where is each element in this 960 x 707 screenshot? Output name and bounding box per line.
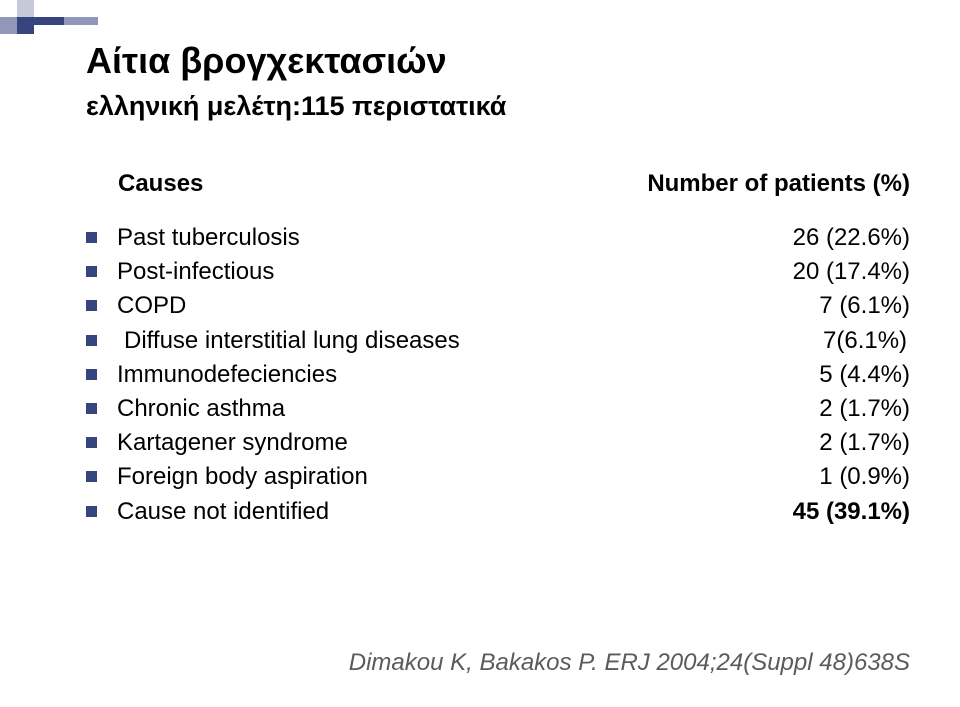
list-item: Post-infectious20 (17.4%)	[86, 256, 910, 287]
slide-title: Αίτια βρογχεκτασιών	[86, 38, 506, 83]
list-item: Kartagener syndrome2 (1.7%)	[86, 427, 910, 458]
cause-label: Post-infectious	[117, 256, 763, 287]
decor-square	[0, 17, 17, 34]
cause-value: 7 (6.1%)	[776, 290, 910, 321]
list-item: Past tuberculosis26 (22.6%)	[86, 222, 910, 253]
decor-square	[17, 17, 34, 34]
title-block: Αίτια βρογχεκτασιών ελληνική μελέτη:115 …	[86, 38, 506, 122]
header-causes: Causes	[118, 170, 203, 197]
bullet-icon	[86, 335, 97, 346]
cause-label: Diffuse interstitial lung diseases	[117, 325, 780, 356]
corner-decoration	[0, 0, 98, 40]
cause-label: Kartagener syndrome	[117, 427, 776, 458]
header-number: Number of patients (%)	[647, 170, 910, 198]
bullet-icon	[86, 471, 97, 482]
cause-label: COPD	[117, 290, 776, 321]
bullet-icon	[86, 266, 97, 277]
list-item: COPD7 (6.1%)	[86, 290, 910, 321]
decor-square	[17, 0, 34, 17]
bullet-icon	[86, 403, 97, 414]
bullet-icon	[86, 232, 97, 243]
bullet-icon	[86, 437, 97, 448]
list-item: Immunodefeciencies5 (4.4%)	[86, 359, 910, 390]
bullet-icon	[86, 506, 97, 517]
decor-square	[64, 17, 98, 25]
cause-value: 2 (1.7%)	[776, 393, 910, 424]
cause-value: 26 (22.6%)	[763, 222, 910, 253]
list-item: Diffuse interstitial lung diseases7(6.1%…	[86, 325, 910, 356]
list-item: Cause not identified45 (39.1%)	[86, 496, 910, 527]
list-item: Foreign body aspiration1 (0.9%)	[86, 461, 910, 492]
cause-value: 7(6.1%)	[780, 325, 910, 356]
causes-list: Past tuberculosis26 (22.6%)Post-infectio…	[86, 222, 910, 530]
decor-square	[34, 17, 64, 25]
citation: Dimakou K, Bakakos P. ERJ 2004;24(Suppl …	[349, 649, 910, 677]
bullet-icon	[86, 369, 97, 380]
cause-value: 45 (39.1%)	[763, 496, 910, 527]
bullet-icon	[86, 300, 97, 311]
table-headers: Causes Number of patients (%)	[118, 170, 910, 198]
cause-label: Past tuberculosis	[117, 222, 763, 253]
cause-label: Foreign body aspiration	[117, 461, 776, 492]
cause-value: 5 (4.4%)	[776, 359, 910, 390]
slide-subtitle: ελληνική μελέτη:115 περιστατικά	[86, 91, 506, 122]
cause-value: 20 (17.4%)	[763, 256, 910, 287]
list-item: Chronic asthma2 (1.7%)	[86, 393, 910, 424]
cause-label: Immunodefeciencies	[117, 359, 776, 390]
cause-label: Chronic asthma	[117, 393, 776, 424]
cause-label: Cause not identified	[117, 496, 763, 527]
cause-value: 1 (0.9%)	[776, 461, 910, 492]
slide: Αίτια βρογχεκτασιών ελληνική μελέτη:115 …	[0, 0, 960, 707]
cause-value: 2 (1.7%)	[776, 427, 910, 458]
